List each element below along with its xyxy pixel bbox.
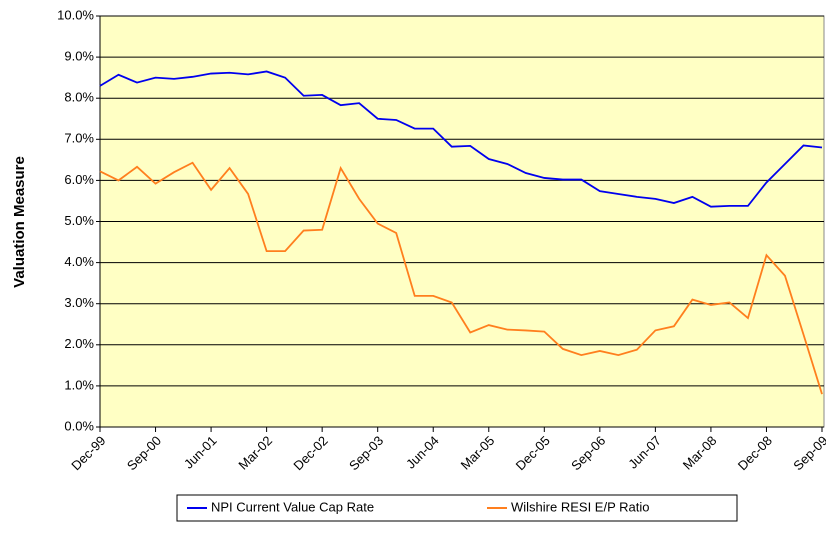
y-tick-label: 10.0% (57, 7, 94, 22)
x-tick-label: Mar-08 (680, 433, 720, 473)
y-tick-label: 3.0% (64, 295, 94, 310)
x-tick-label: Jun-07 (625, 433, 664, 472)
y-tick-label: 0.0% (64, 418, 94, 433)
series-line (99, 161, 823, 395)
y-tick-label: 7.0% (64, 131, 94, 146)
y-tick-label: 6.0% (64, 172, 94, 187)
x-tick-label: Sep-00 (124, 433, 164, 473)
x-tick-label: Jun-04 (403, 433, 442, 472)
x-tick-label: Sep-03 (346, 433, 386, 473)
legend-box (176, 494, 738, 522)
series-line (99, 70, 823, 208)
y-tick-label: 1.0% (64, 377, 94, 392)
y-tick-label: 8.0% (64, 90, 94, 105)
x-tick-label: Sep-06 (568, 433, 608, 473)
y-tick-label: 4.0% (64, 254, 94, 269)
y-tick-label: 2.0% (64, 336, 94, 351)
x-tick-label: Dec-05 (513, 433, 553, 473)
y-tick-label: 5.0% (64, 213, 94, 228)
x-tick-label: Sep-09 (790, 433, 826, 473)
legend-label: NPI Current Value Cap Rate (211, 499, 374, 514)
y-axis-label: Valuation Measure (11, 156, 28, 288)
x-tick-label: Mar-05 (458, 433, 498, 473)
x-tick-label: Mar-02 (235, 433, 275, 473)
x-tick-label: Dec-99 (68, 433, 108, 473)
y-tick-label: 9.0% (64, 49, 94, 64)
x-tick-label: Dec-02 (290, 433, 330, 473)
x-tick-label: Jun-01 (181, 433, 220, 472)
legend-label: Wilshire RESI E/P Ratio (511, 499, 649, 514)
x-tick-label: Dec-08 (735, 433, 775, 473)
